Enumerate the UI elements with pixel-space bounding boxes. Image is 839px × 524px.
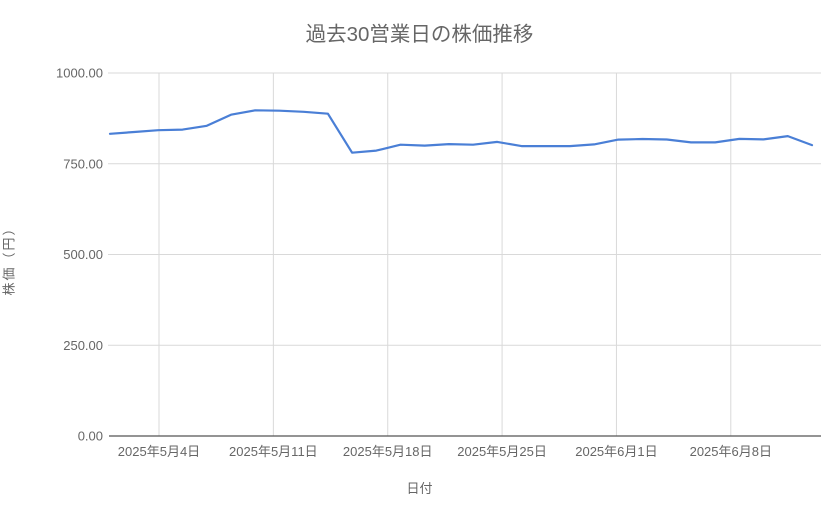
svg-text:2025年5月18日: 2025年5月18日 (343, 444, 433, 459)
svg-text:750.00: 750.00 (63, 156, 103, 171)
svg-text:2025年5月11日: 2025年5月11日 (229, 444, 318, 459)
svg-text:0.00: 0.00 (78, 429, 103, 444)
svg-text:2025年5月4日: 2025年5月4日 (118, 444, 200, 459)
svg-text:2025年6月1日: 2025年6月1日 (575, 444, 657, 459)
svg-text:1000.00: 1000.00 (56, 66, 103, 81)
svg-text:2025年5月25日: 2025年5月25日 (457, 444, 547, 459)
svg-text:2025年6月8日: 2025年6月8日 (690, 444, 772, 459)
svg-text:250.00: 250.00 (63, 338, 103, 353)
svg-text:500.00: 500.00 (63, 247, 103, 262)
